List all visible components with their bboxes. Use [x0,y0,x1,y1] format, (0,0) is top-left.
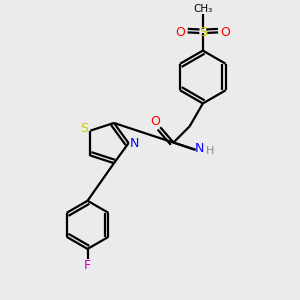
Text: S: S [199,26,207,40]
Text: O: O [220,26,230,39]
Text: CH₃: CH₃ [193,4,212,14]
Text: S: S [80,122,88,135]
Text: N: N [130,136,139,150]
Text: N: N [195,142,205,155]
Text: F: F [84,259,91,272]
Text: O: O [175,26,185,39]
Text: H: H [206,146,214,156]
Text: O: O [150,115,160,128]
